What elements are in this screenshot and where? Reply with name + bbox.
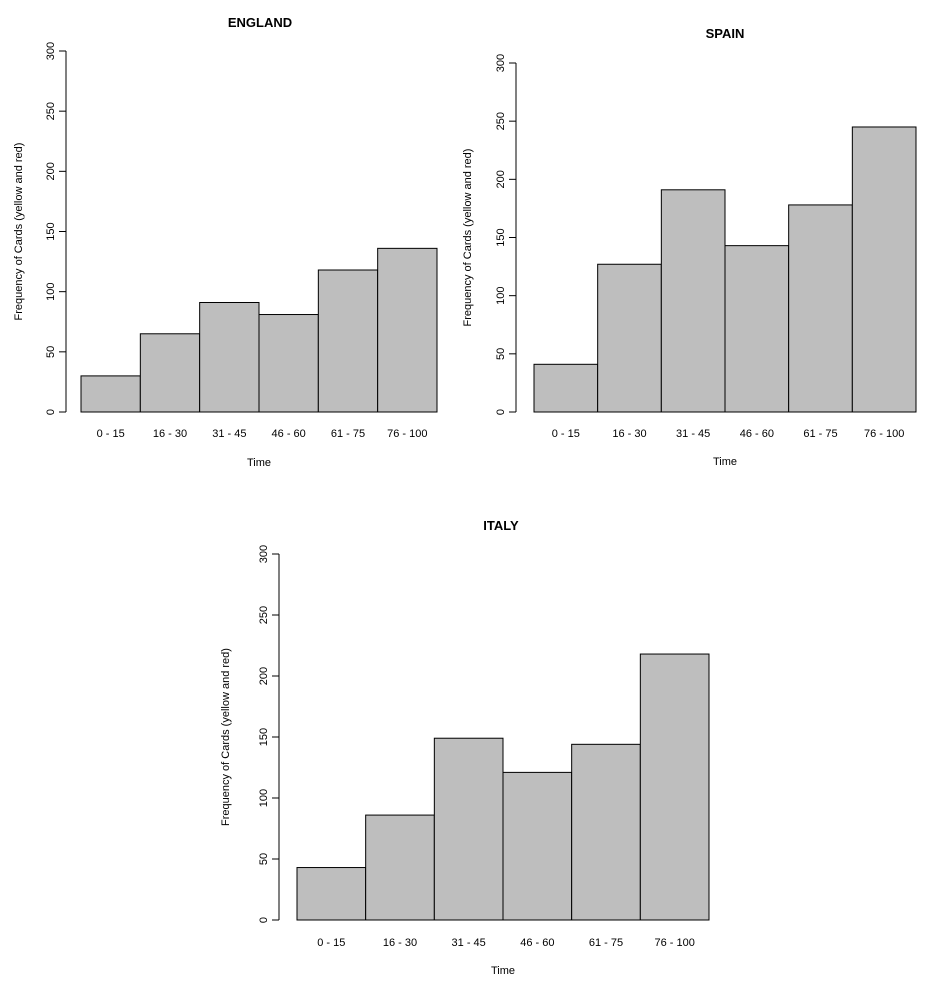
y-tick-label: 250 bbox=[45, 102, 57, 120]
bar-46-60 bbox=[724, 245, 790, 413]
panel-italy: ITALY Time Frequency of Cards (yellow and … bbox=[220, 518, 710, 977]
bar-0-15 bbox=[533, 363, 599, 413]
bar-46-60 bbox=[502, 771, 573, 921]
y-tick-label: 50 bbox=[495, 348, 507, 360]
x-category-label: 46 - 60 bbox=[272, 428, 306, 440]
bar-76-100 bbox=[377, 247, 438, 413]
bar-16-30 bbox=[365, 814, 435, 921]
y-tick-label: 0 bbox=[45, 409, 57, 415]
x-axis-label: Time bbox=[713, 456, 737, 468]
bar-16-30 bbox=[139, 333, 201, 413]
x-category-label: 46 - 60 bbox=[520, 937, 554, 949]
x-axis-label: Time bbox=[491, 965, 515, 977]
x-category-label: 0 - 15 bbox=[317, 937, 345, 949]
bar-46-60 bbox=[258, 314, 319, 413]
x-category-label: 76 - 100 bbox=[387, 428, 427, 440]
y-tick-label: 100 bbox=[258, 789, 270, 807]
chart-title: SPAIN bbox=[706, 26, 745, 41]
y-tick-label: 300 bbox=[45, 42, 57, 60]
bar-31-45 bbox=[433, 737, 504, 921]
y-tick-label: 100 bbox=[495, 286, 507, 304]
x-category-label: 16 - 30 bbox=[383, 937, 417, 949]
y-tick-label: 300 bbox=[258, 545, 270, 563]
panel-spain: SPAIN Time Frequency of Cards (yellow and … bbox=[462, 26, 917, 468]
bar-0-15 bbox=[296, 867, 367, 921]
y-tick-label: 150 bbox=[45, 222, 57, 240]
y-tick-label: 50 bbox=[258, 853, 270, 865]
y-tick-label: 300 bbox=[495, 54, 507, 72]
x-category-label: 61 - 75 bbox=[589, 937, 623, 949]
bar-16-30 bbox=[597, 263, 662, 413]
x-category-label: 76 - 100 bbox=[864, 428, 904, 440]
y-tick-label: 250 bbox=[495, 112, 507, 130]
y-axis-label: Frequency of Cards (yellow and red) bbox=[13, 143, 25, 321]
x-category-label: 31 - 45 bbox=[212, 428, 246, 440]
x-category-label: 61 - 75 bbox=[803, 428, 837, 440]
chart-title: ITALY bbox=[483, 518, 519, 533]
y-tick-label: 100 bbox=[45, 282, 57, 300]
chart-title: ENGLAND bbox=[228, 15, 292, 30]
bar-61-75 bbox=[571, 743, 641, 921]
y-tick-label: 200 bbox=[495, 170, 507, 188]
x-category-label: 16 - 30 bbox=[612, 428, 646, 440]
bar-76-100 bbox=[851, 126, 917, 413]
x-category-label: 31 - 45 bbox=[676, 428, 710, 440]
bar-61-75 bbox=[317, 269, 379, 413]
y-tick-label: 0 bbox=[258, 917, 270, 923]
y-axis-label: Frequency of Cards (yellow and red) bbox=[220, 648, 232, 826]
y-tick-label: 50 bbox=[45, 346, 57, 358]
bar-76-100 bbox=[639, 653, 710, 921]
y-tick-label: 150 bbox=[258, 728, 270, 746]
y-tick-label: 0 bbox=[495, 409, 507, 415]
y-tick-label: 150 bbox=[495, 228, 507, 246]
y-tick-label: 250 bbox=[258, 606, 270, 624]
y-axis-label: Frequency of Cards (yellow and red) bbox=[462, 149, 474, 327]
x-category-label: 61 - 75 bbox=[331, 428, 365, 440]
bar-0-15 bbox=[80, 375, 141, 413]
y-tick-label: 200 bbox=[45, 162, 57, 180]
x-axis-label: Time bbox=[247, 457, 271, 469]
x-category-label: 0 - 15 bbox=[97, 428, 125, 440]
x-category-label: 76 - 100 bbox=[654, 937, 694, 949]
panel-england: ENGLAND Time Frequency of Cards (yellow an… bbox=[13, 15, 438, 469]
x-category-label: 46 - 60 bbox=[740, 428, 774, 440]
bar-61-75 bbox=[788, 204, 853, 413]
bar-31-45 bbox=[199, 301, 260, 413]
bar-31-45 bbox=[660, 189, 726, 413]
x-category-label: 16 - 30 bbox=[153, 428, 187, 440]
x-category-label: 31 - 45 bbox=[452, 937, 486, 949]
y-tick-label: 200 bbox=[258, 667, 270, 685]
x-category-label: 0 - 15 bbox=[552, 428, 580, 440]
